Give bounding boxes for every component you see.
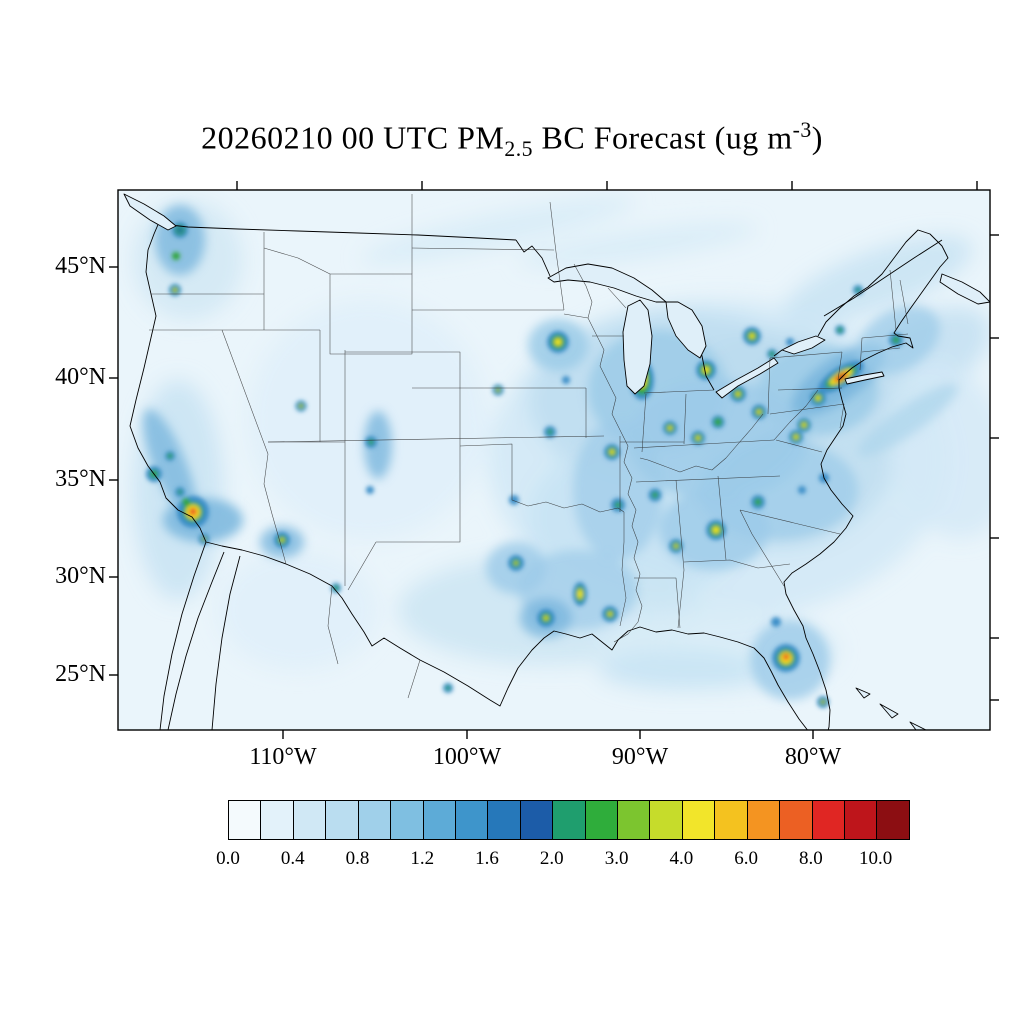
colorbar-segment (650, 801, 683, 839)
colorbar-tick-label: 6.0 (734, 848, 758, 869)
colorbar-segment (812, 801, 846, 839)
colorbar-tick-label: 3.0 (604, 848, 629, 869)
colorbar-tick-label: 0.4 (280, 848, 305, 869)
colorbar-segment (293, 801, 327, 839)
colorbar-tick-label: 0.0 (216, 848, 240, 869)
lon-label-90w: 90°W (611, 744, 669, 770)
title-middle: BC Forecast (ug m (533, 119, 793, 156)
colorbar-segment (520, 801, 554, 839)
lon-label-100w: 100°W (432, 744, 502, 770)
colorbar-tick-label: 4.0 (669, 848, 694, 869)
colorbar-segment (682, 801, 716, 839)
pollution-field (118, 190, 990, 730)
lon-label-110w: 110°W (249, 744, 317, 770)
colorbar-segment (553, 801, 586, 839)
colorbar-segment (747, 801, 781, 839)
colorbar-segment (877, 801, 909, 839)
colorbar-segment (326, 801, 359, 839)
title-subscript: 2.5 (504, 137, 533, 162)
colorbar-segment (229, 801, 262, 839)
lat-label-35n: 35°N (55, 466, 106, 492)
lon-label-80w: 80°W (784, 744, 842, 770)
colorbar-segment (455, 801, 489, 839)
lat-label-30n: 30°N (55, 563, 106, 589)
title-prefix: 20260210 00 UTC PM (201, 119, 505, 156)
colorbar-segment (845, 801, 878, 839)
colorbar-tick-label: 0.8 (345, 848, 370, 869)
colorbar-segment (261, 801, 294, 839)
colorbar-segment (585, 801, 619, 839)
map-frame (117, 189, 991, 731)
colorbar-tick-label: 1.6 (475, 848, 499, 869)
axis-ticks (109, 181, 999, 739)
colorbar-segment (618, 801, 651, 839)
state-borders (149, 194, 909, 699)
colorbar-tick-label: 1.2 (410, 848, 435, 869)
colorbar-tick-label: 10.0 (858, 848, 893, 869)
title-suffix: ) (811, 119, 823, 156)
colorbar-segment (488, 801, 521, 839)
great-lakes (123, 193, 990, 730)
colorbar-segment (391, 801, 424, 839)
colorbar-labels: 0.0 0.4 0.8 1.2 1.6 2.0 3.0 4.0 6.0 8.0 10.0 (216, 848, 918, 874)
page-title: 20260210 00 UTC PM2.5 BC Forecast (ug m-… (0, 118, 1024, 162)
colorbar-segment (780, 801, 813, 839)
colorbar-segment (423, 801, 456, 839)
colorbar-segment (715, 801, 748, 839)
forecast-map (109, 181, 999, 739)
colorbar-tick-label: 8.0 (798, 848, 823, 869)
title-superscript: -3 (792, 118, 812, 142)
lat-label-40n: 40°N (55, 364, 106, 390)
lat-label-25n: 25°N (55, 661, 106, 687)
colorbar-segment (358, 801, 392, 839)
lat-label-45n: 45°N (55, 253, 106, 279)
colorbar (228, 800, 910, 840)
colorbar-tick-label: 2.0 (539, 848, 564, 869)
